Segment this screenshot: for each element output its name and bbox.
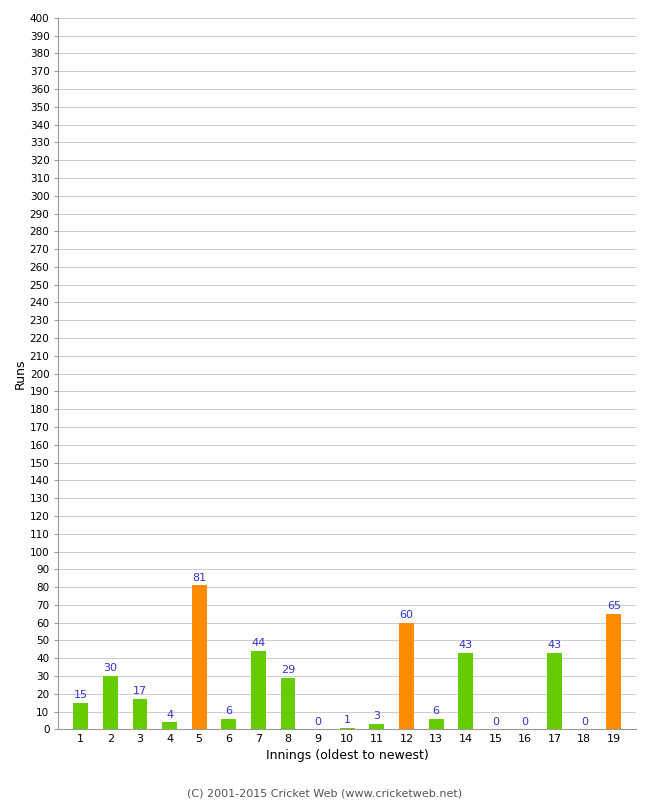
Text: 0: 0	[492, 717, 499, 726]
Bar	[399, 622, 414, 730]
Text: 3: 3	[373, 711, 380, 722]
Text: 0: 0	[314, 717, 321, 726]
Bar	[458, 653, 473, 730]
Text: 0: 0	[580, 717, 588, 726]
Text: 81: 81	[192, 573, 206, 582]
Bar	[340, 728, 355, 730]
Text: 6: 6	[433, 706, 439, 716]
Bar	[547, 653, 562, 730]
Bar	[73, 702, 88, 730]
Text: 15: 15	[73, 690, 88, 700]
X-axis label: Innings (oldest to newest): Innings (oldest to newest)	[266, 749, 428, 762]
Text: 17: 17	[133, 686, 147, 697]
Bar	[281, 678, 296, 730]
Bar	[162, 722, 177, 730]
Bar	[429, 718, 443, 730]
Text: 43: 43	[547, 640, 562, 650]
Bar	[192, 586, 207, 730]
Text: 60: 60	[400, 610, 413, 620]
Bar	[133, 699, 148, 730]
Text: 1: 1	[344, 715, 351, 725]
Text: 43: 43	[459, 640, 473, 650]
Text: (C) 2001-2015 Cricket Web (www.cricketweb.net): (C) 2001-2015 Cricket Web (www.cricketwe…	[187, 788, 463, 798]
Text: 6: 6	[226, 706, 232, 716]
Y-axis label: Runs: Runs	[14, 358, 27, 389]
Bar	[369, 724, 384, 730]
Text: 0: 0	[521, 717, 528, 726]
Text: 29: 29	[281, 665, 295, 675]
Bar	[606, 614, 621, 730]
Bar	[222, 718, 236, 730]
Text: 4: 4	[166, 710, 173, 720]
Bar	[103, 676, 118, 730]
Bar	[251, 651, 266, 730]
Text: 65: 65	[607, 601, 621, 611]
Text: 44: 44	[252, 638, 266, 649]
Text: 30: 30	[103, 663, 117, 674]
